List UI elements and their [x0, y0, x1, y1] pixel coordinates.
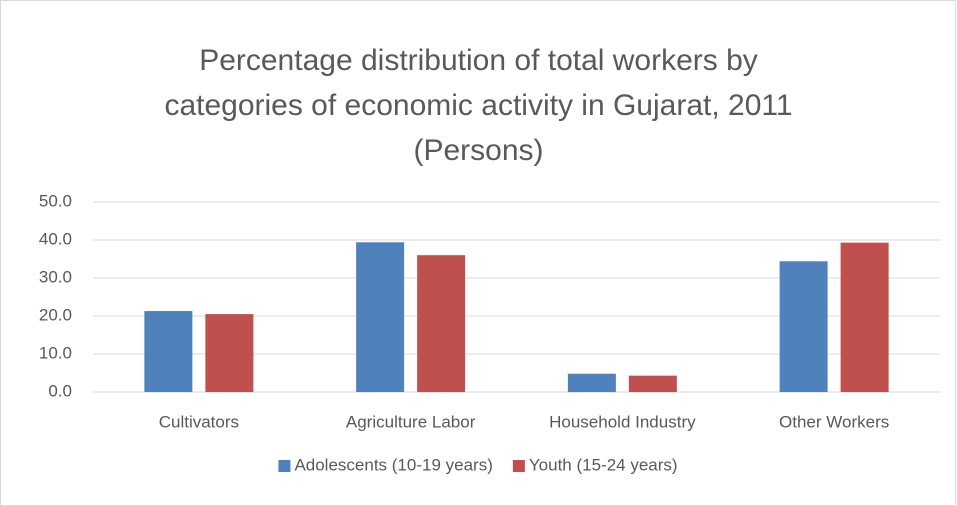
- bar: [840, 242, 889, 392]
- legend-swatch: [278, 460, 291, 472]
- bar: [205, 314, 254, 392]
- legend-label: Youth (15-24 years): [529, 455, 678, 474]
- y-tick-label: 50.0: [39, 191, 72, 210]
- bar: [567, 373, 616, 392]
- legend-swatch: [512, 460, 525, 472]
- y-tick-label: 20.0: [39, 305, 72, 324]
- bar: [779, 261, 828, 392]
- y-tick-label: 10.0: [39, 343, 72, 362]
- bar: [628, 375, 677, 392]
- bar: [417, 255, 466, 392]
- x-tick-label: Agriculture Labor: [346, 412, 476, 431]
- x-tick-label: Household Industry: [549, 412, 696, 431]
- legend-label: Adolescents (10-19 years): [294, 455, 492, 474]
- bar: [356, 242, 405, 392]
- y-tick-label: 0.0: [48, 381, 72, 400]
- chart-title: Percentage distribution of total workers…: [164, 44, 793, 167]
- x-tick-label: Cultivators: [159, 412, 239, 431]
- y-tick-label: 40.0: [39, 229, 72, 248]
- x-tick-label: Other Workers: [779, 412, 889, 431]
- bar: [144, 311, 193, 392]
- y-tick-label: 30.0: [39, 267, 72, 286]
